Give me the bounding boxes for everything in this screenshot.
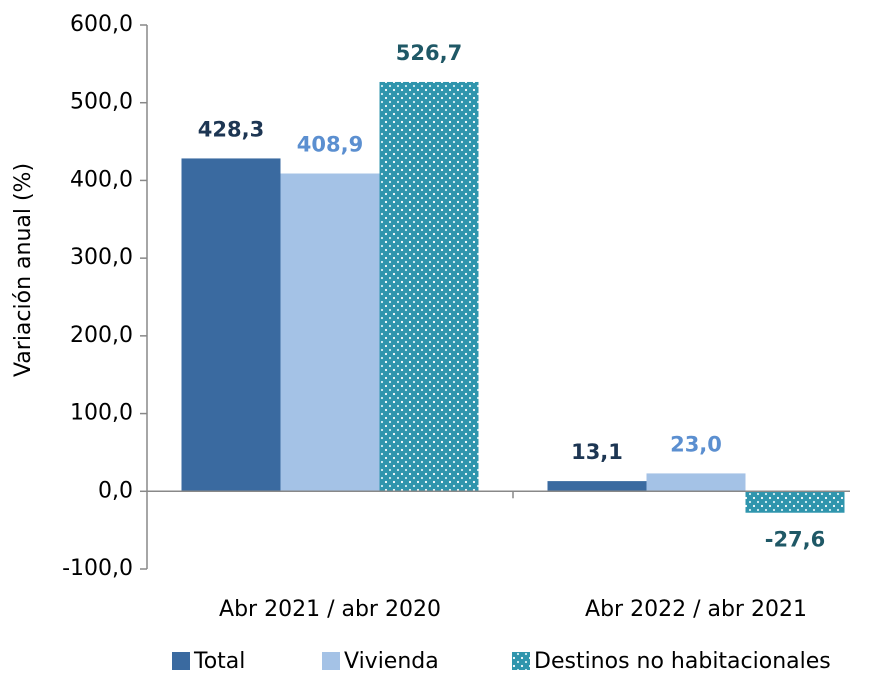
legend-swatch <box>322 652 340 670</box>
y-tick-label: 500,0 <box>70 90 133 115</box>
x-tick-label: Abr 2021 / abr 2020 <box>219 597 441 622</box>
y-tick-label: 300,0 <box>70 245 133 270</box>
value-label: 526,7 <box>396 41 462 65</box>
y-tick-label: 0,0 <box>98 478 133 503</box>
bar <box>181 158 281 492</box>
bar <box>280 173 380 492</box>
value-label: 13,1 <box>571 440 623 464</box>
legend-label: Vivienda <box>344 649 439 674</box>
bar <box>646 473 746 492</box>
bar <box>547 481 647 492</box>
bar <box>379 81 479 492</box>
value-label: 23,0 <box>670 432 722 456</box>
bar <box>745 491 845 513</box>
y-axis-label: Variación anual (%) <box>11 163 36 377</box>
y-tick-label: 400,0 <box>70 167 133 192</box>
value-label: 408,9 <box>297 133 363 157</box>
legend-label: Destinos no habitacionales <box>534 649 831 674</box>
legend-swatch <box>512 652 530 670</box>
legend-swatch <box>172 652 190 670</box>
y-tick-label: 100,0 <box>70 401 133 426</box>
x-tick-label: Abr 2022 / abr 2021 <box>585 597 807 622</box>
y-tick-label: 600,0 <box>70 12 133 37</box>
value-label: 428,3 <box>198 117 264 141</box>
y-tick-label: -100,0 <box>62 556 133 581</box>
value-label: -27,6 <box>765 528 826 552</box>
legend-label: Total <box>193 649 245 674</box>
y-tick-label: 200,0 <box>70 323 133 348</box>
